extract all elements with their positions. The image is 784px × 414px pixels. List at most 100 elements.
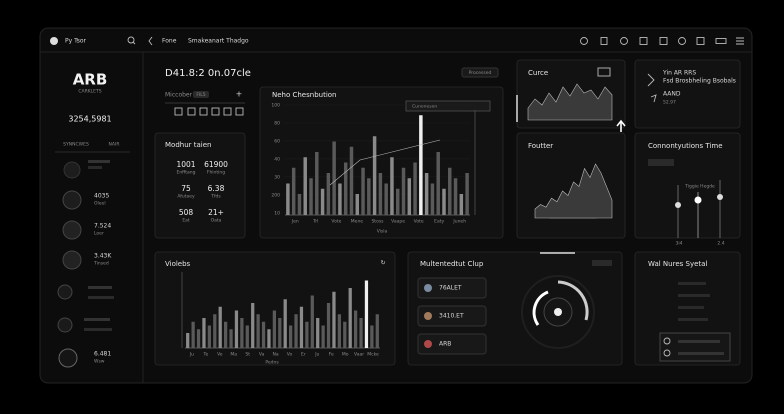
connection-input[interactable] [648, 159, 674, 166]
x-tick-label: Mo [342, 352, 349, 358]
stat-value: 75 [181, 184, 191, 193]
sliders[interactable] [675, 180, 723, 238]
arrow-up [616, 119, 626, 132]
x-tick-label: Vaape [391, 219, 405, 225]
sidebar-list [57, 160, 114, 368]
bar [229, 329, 233, 348]
bar [419, 115, 423, 215]
x-tick-label: Trl [312, 219, 318, 225]
area [534, 163, 613, 219]
filter-icons[interactable] [174, 107, 244, 116]
bar [424, 173, 429, 215]
list-value: 4035 [94, 193, 109, 200]
panel-title: Curce [528, 69, 548, 77]
bar [359, 318, 363, 348]
badge-text: Processed [469, 70, 492, 76]
toolbar-icons[interactable] [580, 37, 745, 45]
area [527, 83, 613, 121]
bar [332, 291, 336, 348]
bar [401, 167, 406, 215]
connection-label: Tiggie Hegde [684, 184, 715, 190]
donut [521, 252, 595, 349]
tab[interactable]: SYNNCWES [63, 142, 89, 148]
bar [315, 152, 319, 215]
add-button[interactable]: + [236, 90, 243, 99]
panel-title: Wal Nures Syetal [648, 260, 707, 268]
search-icon[interactable] [127, 36, 136, 45]
logo [50, 37, 58, 45]
x-tick-label: Na [272, 352, 278, 358]
bar [354, 310, 358, 348]
bar [294, 314, 298, 348]
nav-item[interactable]: Smakeanart Thadgo [188, 38, 249, 45]
back-icon[interactable] [148, 36, 153, 46]
x-tick-label: Vo [287, 352, 293, 358]
bar [213, 314, 217, 348]
panel-title: Violebs [165, 260, 191, 268]
panel-title: Modhur taien [165, 141, 211, 149]
x-tick-label: Ma [230, 352, 237, 358]
panel-title: Connontyutions Time [648, 142, 723, 150]
stat-value: 6.38 [208, 184, 225, 193]
bar [289, 325, 293, 348]
app-name: Py Tsor [65, 38, 87, 45]
cluster-item[interactable]: 76ALET [439, 285, 462, 292]
total: 3254,5981 [68, 115, 111, 124]
stat-label: Eat [182, 218, 190, 224]
filter-chip[interactable] [193, 91, 209, 98]
stat-value: 1001 [176, 160, 195, 169]
bar [436, 152, 440, 215]
bar [396, 188, 400, 215]
curve-icon[interactable] [597, 67, 611, 77]
info-line: AAND [663, 91, 681, 98]
stat-label: Enfftang [176, 170, 195, 176]
list-label: Tinsed [93, 261, 109, 267]
info-line: Fsd Brosbheling Bsobals [663, 78, 736, 85]
stats-panel [154, 132, 246, 239]
bar [465, 173, 469, 215]
y-tick-label: 80 [274, 120, 280, 126]
x-tick-label: Stoss [371, 219, 384, 225]
x-axis-title: Pedns [265, 360, 279, 366]
bar [343, 321, 347, 348]
bar [305, 321, 309, 348]
tab[interactable]: NAIR [109, 142, 120, 148]
list-label: Loer [94, 231, 104, 237]
bar [320, 188, 325, 215]
bar [196, 329, 201, 348]
bar [321, 325, 325, 348]
bar [207, 325, 211, 348]
cluster-item[interactable]: ARB [439, 341, 451, 348]
bar [378, 173, 383, 215]
bar [283, 299, 287, 348]
cluster-chip [592, 260, 612, 266]
page-title: D41.8:2 0n.07cle [165, 68, 251, 79]
x-tick-label: Eaty [434, 219, 444, 225]
x-tick-label: Va [259, 352, 265, 358]
bar [303, 157, 307, 215]
y-tick-label: 10 [274, 210, 280, 216]
stat-value: 21+ [208, 208, 224, 217]
bar [291, 167, 296, 215]
bar [310, 295, 314, 348]
list-label: Wsw [94, 359, 105, 365]
bar [316, 318, 320, 348]
bar [297, 194, 302, 215]
filter-chip-text[interactable]: FIL5 [196, 92, 205, 98]
bar [343, 162, 348, 215]
cluster-item[interactable]: 3410.ET [439, 313, 464, 320]
cluster-rows[interactable] [417, 277, 487, 355]
bar [245, 325, 249, 348]
bar [364, 280, 369, 348]
nav-item[interactable]: Fone [162, 38, 177, 45]
stat-label: Tfds [210, 194, 221, 200]
refresh-icon[interactable]: ↻ [380, 260, 385, 267]
stat-label: Oata [211, 218, 222, 224]
x-tick-label: Er [301, 352, 306, 358]
brand-sub: CARKLETS [78, 89, 101, 95]
filter-label[interactable]: Miccober [165, 92, 193, 99]
bar [372, 136, 377, 215]
bar [234, 310, 239, 348]
x-tick-label: Vote [414, 219, 424, 225]
bar [338, 183, 342, 215]
